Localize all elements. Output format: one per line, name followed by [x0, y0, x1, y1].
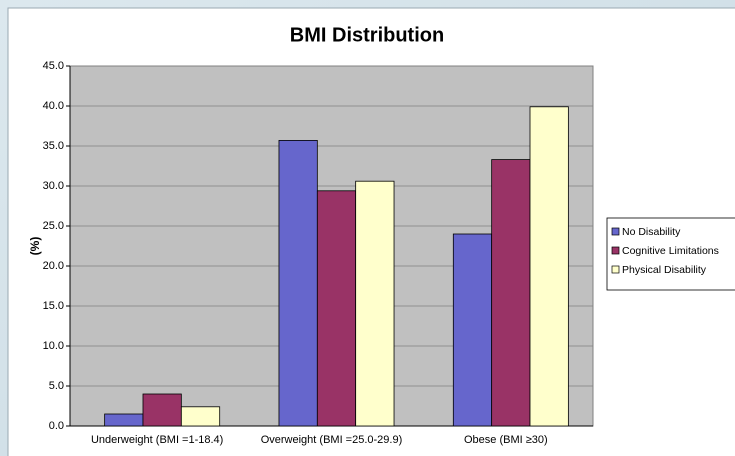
legend-swatch — [611, 265, 620, 274]
bar — [316, 190, 357, 427]
y-axis-title: (%) — [28, 237, 42, 256]
bar — [180, 406, 221, 427]
bar — [491, 159, 531, 427]
legend-swatch — [611, 246, 620, 255]
bar — [104, 413, 144, 427]
bar — [142, 393, 182, 427]
legend-label: No Disability — [622, 226, 681, 238]
chart-title: BMI Distribution — [290, 24, 444, 46]
x-tick-label: Overweight (BMI =25.0-29.9) — [261, 434, 403, 446]
bar — [278, 139, 318, 427]
bar — [355, 180, 395, 427]
y-tick-label: 15.0 — [43, 300, 64, 312]
y-tick-label: 5.0 — [49, 380, 64, 392]
bar — [529, 106, 569, 427]
y-tick-label: 40.0 — [43, 100, 64, 112]
y-tick-label: 0.0 — [49, 420, 64, 432]
y-tick-label: 45.0 — [43, 60, 64, 72]
x-tick-label: Underweight (BMI =1-18.4) — [91, 434, 223, 446]
legend-label: Physical Disability — [622, 264, 707, 276]
y-tick-label: 35.0 — [43, 140, 64, 152]
y-tick-label: 30.0 — [43, 180, 64, 192]
bar — [452, 233, 493, 427]
y-tick-label: 25.0 — [43, 220, 64, 232]
x-tick-label: Obese (BMI ≥30) — [464, 434, 548, 446]
legend-swatch — [611, 227, 620, 236]
legend-label: Cognitive Limitations — [622, 245, 719, 257]
y-tick-label: 20.0 — [43, 260, 64, 272]
y-tick-label: 10.0 — [43, 340, 64, 352]
legend-box — [606, 217, 735, 291]
